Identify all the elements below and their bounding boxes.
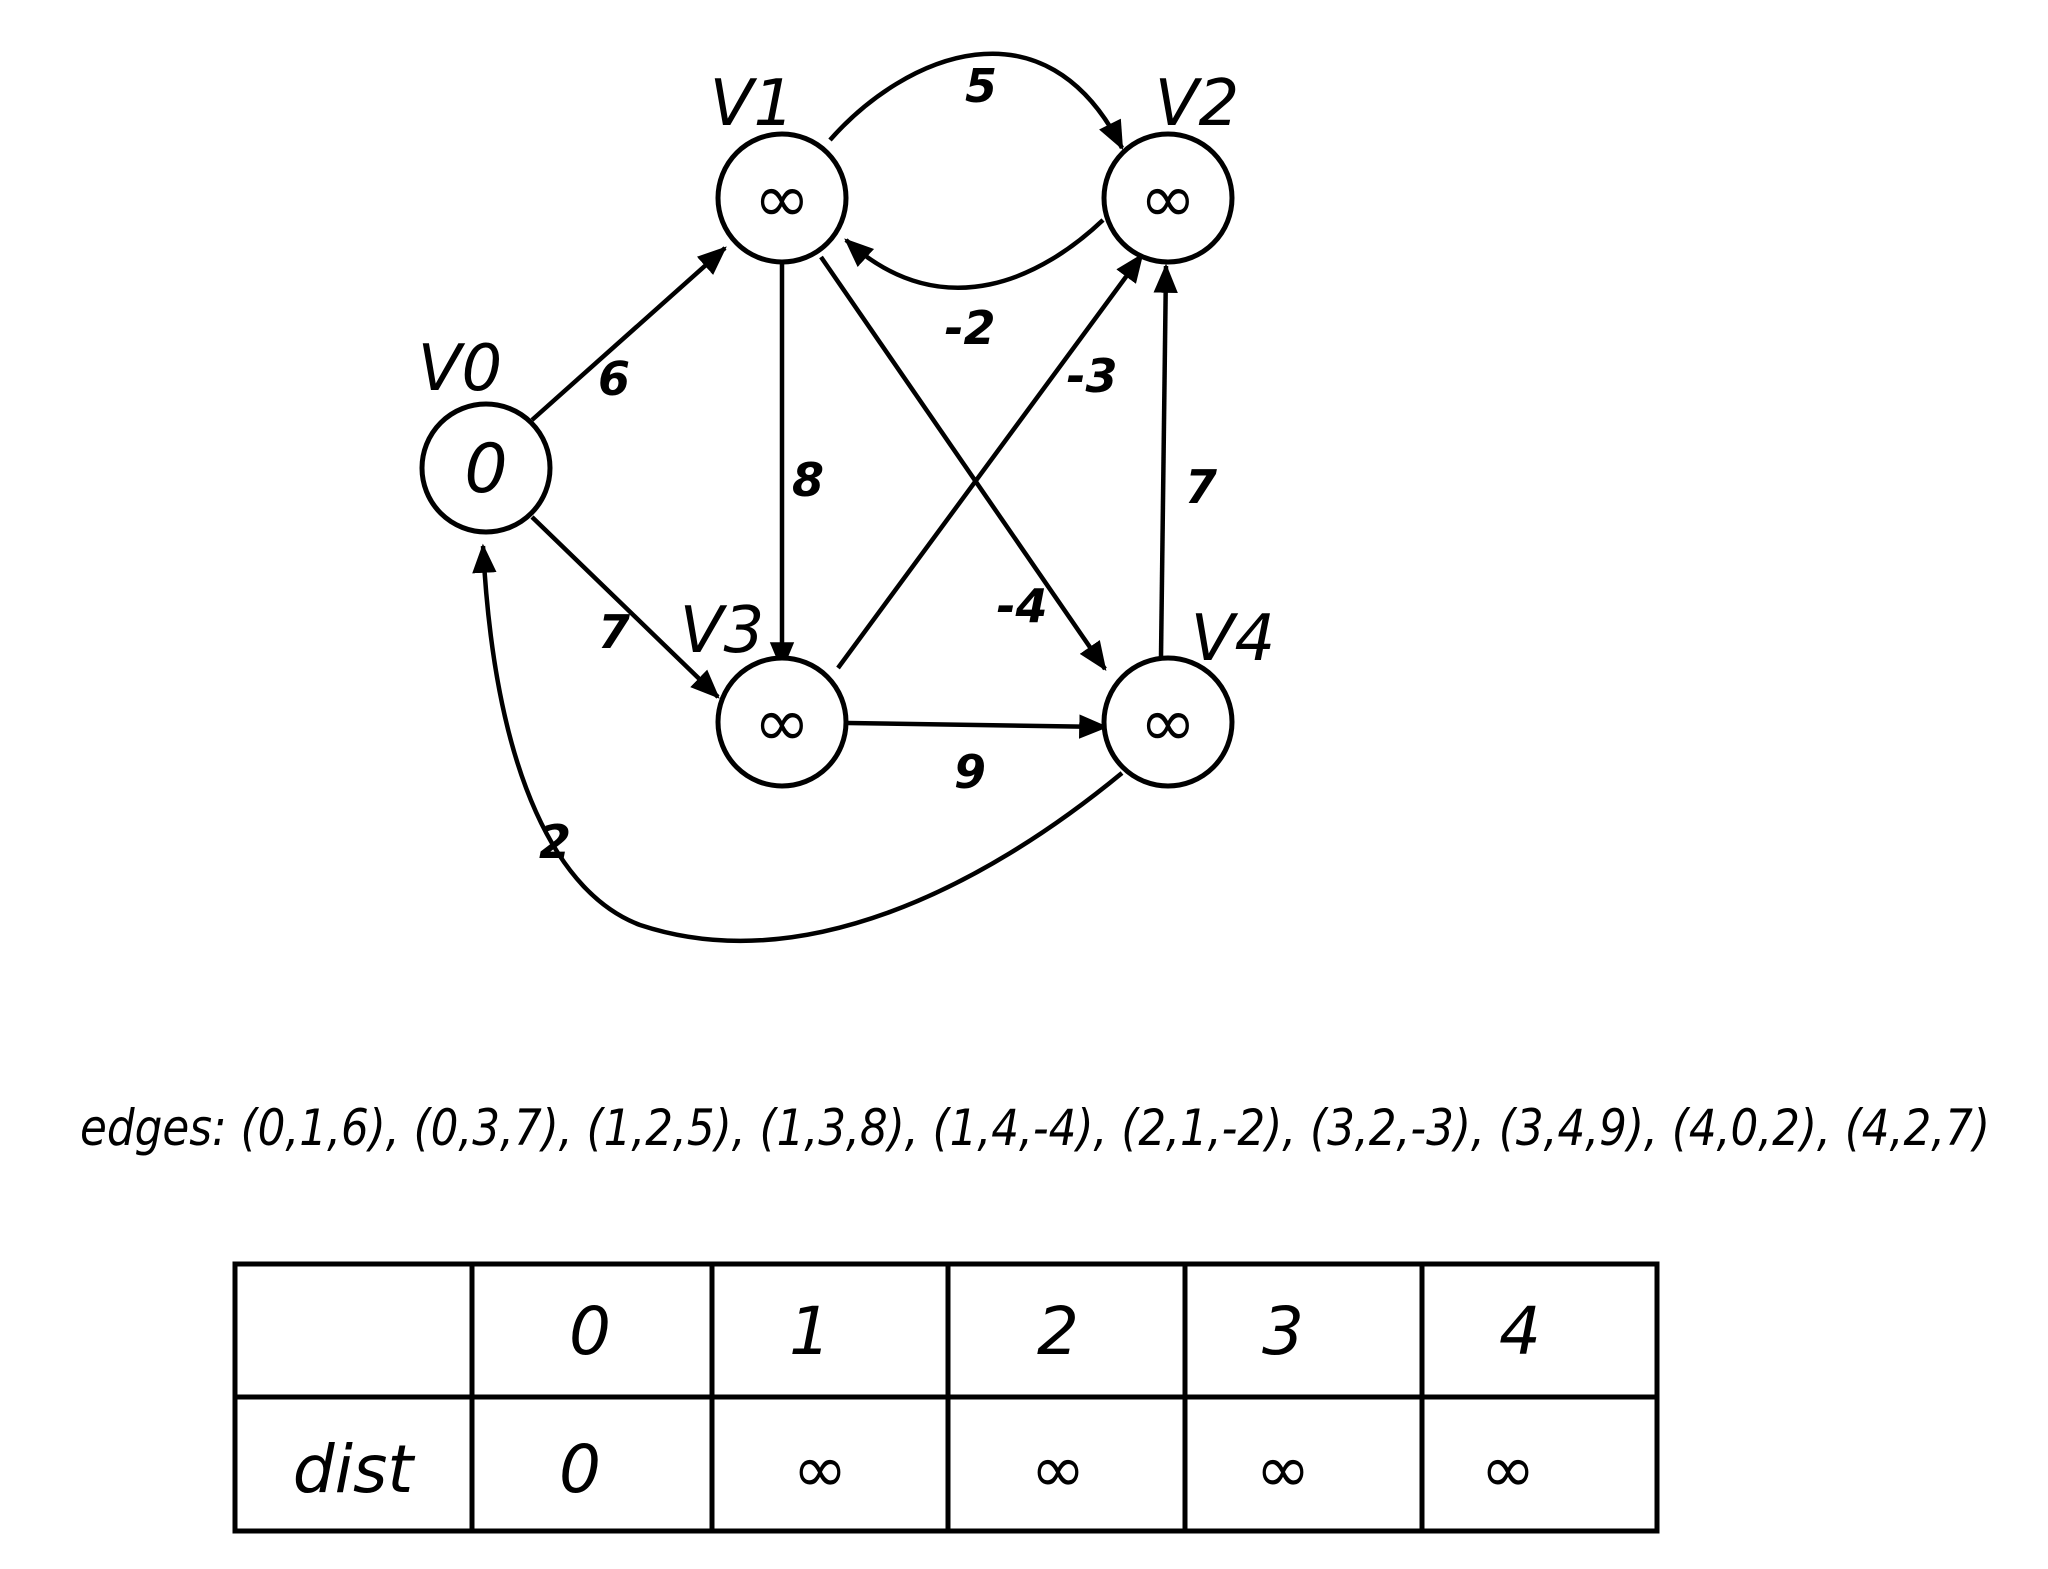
- edge-weight-v3-v4: 9: [954, 745, 986, 799]
- node-v1-label: V1: [710, 67, 795, 141]
- node-v2-dist: ∞: [1140, 160, 1197, 239]
- node-v0-label: V0: [418, 332, 503, 406]
- node-v1-dist: ∞: [754, 160, 811, 239]
- node-v2: ∞ V2: [1101, 67, 1240, 265]
- node-v2-circle: [1101, 131, 1235, 265]
- edge-weight-v0-v1: 6: [598, 352, 630, 406]
- node-v4: ∞ V4: [1101, 602, 1276, 789]
- dist-table-cell: 0: [559, 1431, 601, 1508]
- edge-v2-v1: [844, 218, 1105, 290]
- node-v4-circle: [1101, 655, 1235, 789]
- edge-weight-v1-v2: 5: [965, 59, 997, 113]
- edge-weight-v0-v3: 7: [598, 605, 630, 659]
- edge-weight-v1-v3: 8: [792, 453, 824, 507]
- edge-v0-v3: [530, 515, 720, 699]
- node-v3-label: V3: [680, 594, 765, 668]
- edge-weight-v4-v2: 7: [1185, 460, 1217, 514]
- graph-nodes: 0 V0 ∞ V1 ∞ V2 ∞ V3 ∞ V4: [418, 67, 1276, 789]
- node-v1-circle: [715, 131, 849, 265]
- dist-table-cell: ∞: [1031, 1431, 1086, 1508]
- node-v1: ∞ V1: [710, 67, 849, 265]
- dist-table-header: 0: [569, 1293, 611, 1370]
- node-v3: ∞ V3: [680, 594, 849, 789]
- dist-table-header: 2: [1037, 1293, 1079, 1370]
- node-v3-circle: [715, 655, 849, 789]
- dist-table-cell: ∞: [1256, 1431, 1311, 1508]
- node-v2-label: V2: [1155, 67, 1240, 141]
- edges-list-text: edges: (0,1,6), (0,3,7), (1,2,5), (1,3,8…: [80, 1099, 1990, 1157]
- node-v0-dist: 0: [464, 430, 507, 509]
- edge-v3-v4: [847, 714, 1109, 739]
- dist-table: 0 1 2 3 4 dist 0 ∞ ∞ ∞ ∞: [232, 1261, 1660, 1534]
- dist-table-header: 1: [789, 1293, 831, 1370]
- node-v0-circle: [419, 401, 553, 535]
- edge-v1-v2: [828, 51, 1125, 151]
- node-v0: 0 V0: [418, 332, 553, 535]
- dist-table-cell: ∞: [1481, 1431, 1536, 1508]
- dist-table-cell: ∞: [793, 1431, 848, 1508]
- dist-table-header: 3: [1262, 1293, 1304, 1370]
- edge-v0-v1: [530, 246, 727, 422]
- node-v3-dist: ∞: [754, 684, 811, 763]
- dist-table-header: 4: [1499, 1293, 1541, 1370]
- edge-weight-v3-v2: -3: [1066, 349, 1117, 403]
- edge-weight-v1-v4: -4: [996, 579, 1047, 633]
- edge-weight-v4-v0: 2: [539, 815, 571, 869]
- node-v4-label: V4: [1191, 602, 1276, 676]
- dist-table-row-label: dist: [293, 1431, 416, 1508]
- edge-v3-v2: [836, 253, 1144, 670]
- node-v4-dist: ∞: [1140, 684, 1197, 763]
- edge-weight-v2-v1: -2: [944, 301, 995, 355]
- edge-v4-v2: [1153, 263, 1178, 658]
- edge-v4-v0: [472, 543, 1124, 944]
- directed-graph: 6 7 5 8 -4 -2 -3 9 2 7: [472, 51, 1217, 944]
- edge-v1-v4: [819, 255, 1107, 672]
